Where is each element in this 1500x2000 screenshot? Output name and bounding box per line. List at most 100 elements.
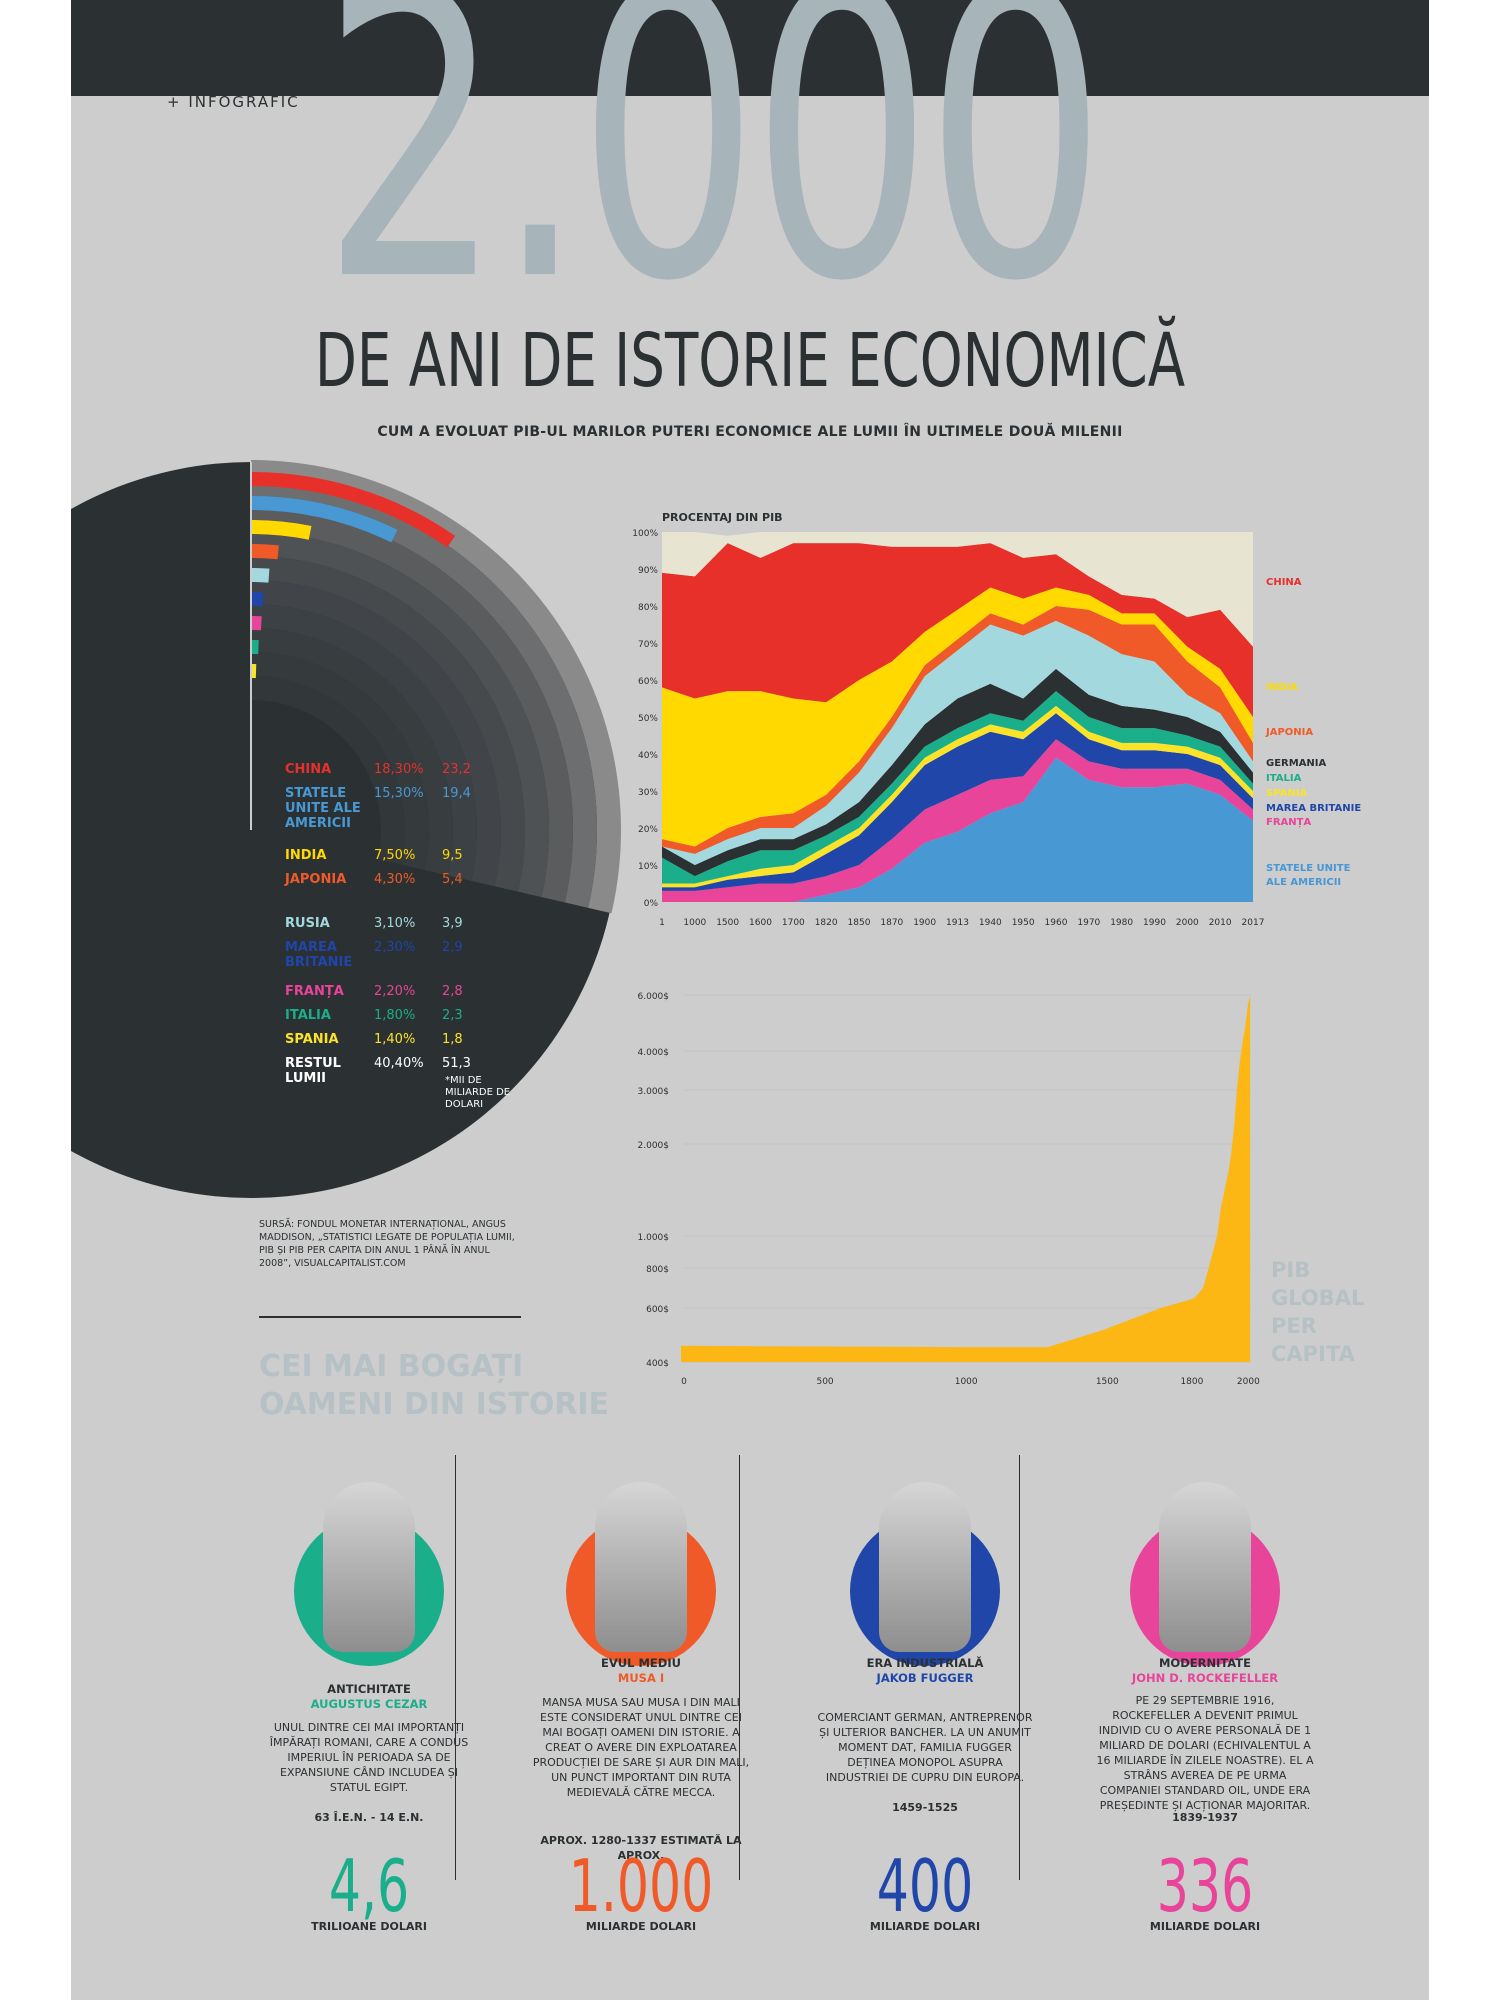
area-label: SPANIA xyxy=(1266,788,1307,799)
top-band xyxy=(71,0,1429,96)
person-dates: APROX. 1280-1337 ESTIMATĂ LA APROX. xyxy=(540,1834,742,1862)
y-tick-label: 10% xyxy=(638,862,658,872)
y-tick-label: 2.000$ xyxy=(638,1141,670,1151)
area-series-8 xyxy=(662,587,1253,847)
y-tick-label: 70% xyxy=(638,640,658,650)
person-description: COMERCIANT GERMAN, ANTREPRENOR ȘI ULTERI… xyxy=(817,1711,1033,1784)
legend-value: 3,9 xyxy=(442,916,463,931)
area-label: ITALIA xyxy=(1266,773,1302,784)
y-tick-label: 800$ xyxy=(646,1265,669,1275)
legend-value: 19,4 xyxy=(442,786,471,801)
legend-percent: 7,50% xyxy=(374,848,416,863)
x-tick-label: 1950 xyxy=(1012,918,1035,928)
x-tick-label: 1800 xyxy=(1180,1377,1203,1387)
y-tick-label: 40% xyxy=(638,751,658,761)
fan-ring xyxy=(251,580,502,887)
x-tick-label: 1820 xyxy=(815,918,838,928)
legend-value: 5,4 xyxy=(442,872,463,887)
fan-ring xyxy=(251,628,453,876)
area-label: GERMANIA xyxy=(1266,758,1327,769)
area-label: INDIA xyxy=(1266,682,1298,693)
legend-country: CHINA xyxy=(285,762,332,777)
fan-arc-2 xyxy=(251,520,312,540)
person-description: MANSA MUSA SAU MUSA I DIN MALI ESTE CONS… xyxy=(532,1696,750,1799)
x-tick-label: 1850 xyxy=(848,918,871,928)
headline: DE ANI DE ISTORIE ECONOMICĂ xyxy=(314,318,1186,404)
x-tick-label: 1 xyxy=(659,918,665,928)
x-tick-label: 1600 xyxy=(749,918,772,928)
area-series-10 xyxy=(662,532,1253,647)
gdp-title-line: PER xyxy=(1271,1314,1317,1338)
y-tick-label: 0% xyxy=(644,899,659,909)
rich-title-line: OAMENI DIN ISTORIE xyxy=(259,1387,610,1422)
x-tick-label: 1960 xyxy=(1045,918,1068,928)
legend-country: MAREA BRITANIE xyxy=(285,940,353,970)
era-label: ANTICHITATE xyxy=(327,1682,411,1696)
fan-ring xyxy=(251,604,477,881)
area-label: CHINA xyxy=(1266,577,1302,588)
fortune-unit: MILIARDE DOLARI xyxy=(869,1920,981,1933)
pie-note: *MII DE MILIARDE DE DOLARI xyxy=(445,1075,511,1110)
x-tick-label: 1940 xyxy=(979,918,1002,928)
fan-arc-6 xyxy=(251,616,262,631)
fortune-amount: 4,6 xyxy=(328,1844,410,1928)
area-label: MAREA BRITANIE xyxy=(1266,803,1361,814)
y-tick-label: 4.000$ xyxy=(638,1048,670,1058)
area-series-9 xyxy=(662,543,1253,717)
era-label: MODERNITATE xyxy=(1158,1656,1252,1670)
person-dates: 1839-1937 xyxy=(1172,1811,1238,1824)
fortune-unit: MILIARDE DOLARI xyxy=(1149,1920,1261,1933)
x-tick-label: 1700 xyxy=(782,918,805,928)
y-tick-label: 60% xyxy=(638,677,658,687)
person-dates: 1459-1525 xyxy=(892,1801,958,1814)
column-divider xyxy=(455,1455,456,1880)
y-tick-label: 100% xyxy=(632,529,658,539)
area-series-0 xyxy=(662,757,1253,902)
subheadline: CUM A EVOLUAT PIB-UL MARILOR PUTERI ECON… xyxy=(377,424,1123,440)
fortune-amount: 400 xyxy=(876,1844,974,1928)
person-description: PE 29 SEPTEMBRIE 1916, ROCKEFELLER A DEV… xyxy=(1096,1694,1314,1812)
area-series-4 xyxy=(662,691,1253,884)
person-description: UNUL DINTRE CEI MAI IMPORTANȚI ÎMPĂRAȚI … xyxy=(269,1721,469,1794)
area-series-6 xyxy=(662,620,1253,865)
x-tick-label: 1990 xyxy=(1143,918,1166,928)
person-name: JAKOB FUGGER xyxy=(876,1671,974,1685)
legend-percent: 40,40% xyxy=(374,1056,424,1071)
legend-value: 9,5 xyxy=(442,848,463,863)
x-tick-label: 1870 xyxy=(880,918,903,928)
fan-arc-7 xyxy=(251,640,259,655)
legend-value: 23,2 xyxy=(442,762,471,777)
gdp-area xyxy=(681,995,1251,1362)
gdp-share-area-chart: PROCENTAJ DIN PIB 0% 10% 20% 30% 40% 50% 60% 70%… xyxy=(632,511,1361,928)
x-tick-label: 1980 xyxy=(1110,918,1133,928)
area-label: ALE AMERICII xyxy=(1266,877,1341,888)
person-name: AUGUSTUS CEZAR xyxy=(310,1697,428,1711)
gdp-title-line: CAPITA xyxy=(1271,1342,1356,1366)
column-divider xyxy=(739,1455,740,1880)
person-dates: 63 Î.E.N. - 14 E.N. xyxy=(314,1811,424,1824)
rich-section-title: CEI MAI BOGAȚI OAMENI DIN ISTORIE xyxy=(259,1348,609,1424)
area-series-2 xyxy=(662,713,1253,891)
y-tick-label: 20% xyxy=(638,825,658,835)
x-tick-label: 1000 xyxy=(955,1377,978,1387)
fan-ring xyxy=(251,652,429,871)
x-tick-label: 500 xyxy=(816,1377,833,1387)
legend-percent: 4,30% xyxy=(374,872,416,887)
x-tick-label: 1900 xyxy=(913,918,936,928)
portrait-bust xyxy=(595,1482,687,1652)
x-tick-label: 2017 xyxy=(1242,918,1265,928)
legend-percent: 1,40% xyxy=(374,1032,416,1047)
portrait-bust xyxy=(1159,1482,1251,1652)
x-tick-label: 1500 xyxy=(716,918,739,928)
area-label: FRANȚA xyxy=(1266,817,1311,828)
legend-country: ITALIA xyxy=(285,1008,331,1023)
legend-value: 2,9 xyxy=(442,940,463,955)
column-divider xyxy=(1019,1455,1020,1880)
person-name: JOHN D. ROCKEFELLER xyxy=(1131,1671,1279,1685)
legend-country: SPANIA xyxy=(285,1032,339,1047)
section-tag: INFOGRAFIC xyxy=(167,89,300,111)
legend-value: 1,8 xyxy=(442,1032,463,1047)
fortune-unit: TRILIOANE DOLARI xyxy=(311,1920,427,1933)
legend-country: JAPONIA xyxy=(285,872,347,887)
fan-arc-4 xyxy=(251,568,270,583)
